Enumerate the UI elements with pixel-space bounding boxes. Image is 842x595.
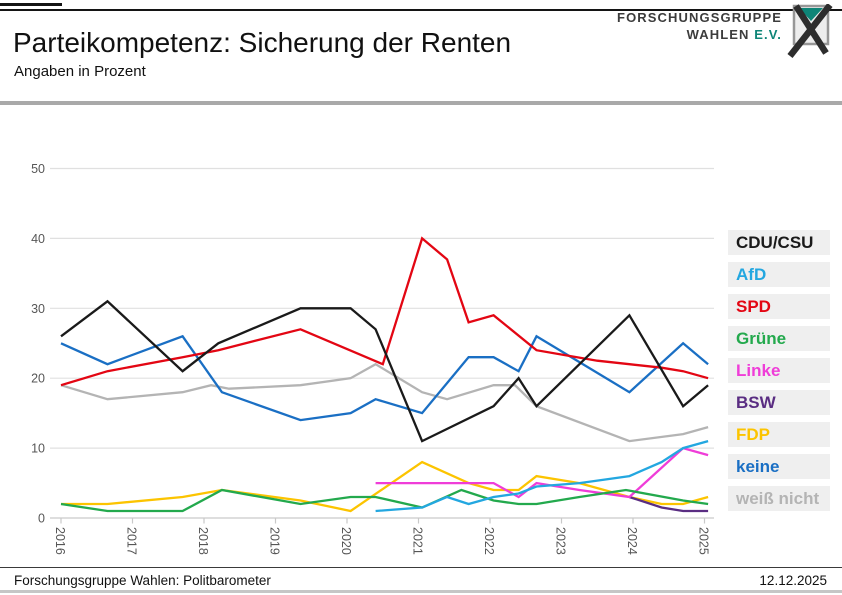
page-subtitle: Angaben in Prozent [14,63,146,80]
logo-ev: E.V. [754,27,782,42]
top-accent-bar [0,3,62,6]
y-axis-label: 0 [38,512,45,526]
legend-item-linke: Linke [728,358,830,383]
y-axis-label: 30 [31,302,45,316]
x-axis-label: 2024 [625,527,639,555]
x-axis-label: 2025 [697,527,711,555]
legend-item-gruene: Grüne [728,326,830,351]
legend-item-afd: AfD [728,262,830,287]
series-line-linke [375,446,709,499]
legend-item-bsw: BSW [728,390,830,415]
page-title: Parteikompetenz: Sicherung der Renten [13,27,512,58]
bottom-strip [0,590,842,593]
series-line-fdp [61,460,709,513]
y-axis-label: 20 [31,372,45,386]
x-axis-label: 2023 [554,527,568,555]
series-line-gr-ne [60,488,709,513]
x-axis-label: 2019 [268,527,282,555]
legend-item-cdu-csu: CDU/CSU [728,230,830,255]
legend-item-keine: keine [728,454,830,479]
x-axis-label: 2018 [196,527,210,555]
x-axis-label: 2022 [482,527,496,555]
legend-item-spd: SPD [728,294,830,319]
logo-x-stroke-2 [787,4,833,59]
y-axis-label: 50 [31,162,45,176]
logo-wahlen: WAHLEN [686,27,750,42]
logo-line1: FORSCHUNGSGRUPPE [617,10,782,25]
series-line-cdu-csu [60,299,709,443]
footer-date: 12.12.2025 [759,573,827,588]
legend-item-weiss-nicht: weiß nicht [728,486,830,511]
top-rule [0,9,842,11]
x-axis-label: 2020 [339,527,353,555]
logo-text: FORSCHUNGSGRUPPE WAHLEN E.V. [617,9,782,43]
series-line-bsw [629,495,709,513]
series-line-spd [60,236,709,387]
footer-bar [0,567,842,594]
logo-line2: WAHLEN E.V. [617,26,782,43]
legend-item-fdp: FDP [728,422,830,447]
footer-source: Forschungsgruppe Wahlen: Politbarometer [14,573,271,588]
x-axis-label: 2021 [411,527,425,555]
y-axis-label: 40 [31,232,45,246]
y-axis-label: 10 [31,442,45,456]
header-separator [0,101,842,105]
series-line-wei-nicht [60,362,709,443]
series-line-afd [375,439,709,513]
x-axis-label: 2016 [53,527,67,555]
logo-teal-triangle [799,8,823,21]
logo-x-mark-icon [787,4,833,59]
x-axis-label: 2017 [125,527,139,555]
chart-legend: CDU/CSU AfD SPD Grüne Linke BSW FDP kein… [728,230,830,518]
